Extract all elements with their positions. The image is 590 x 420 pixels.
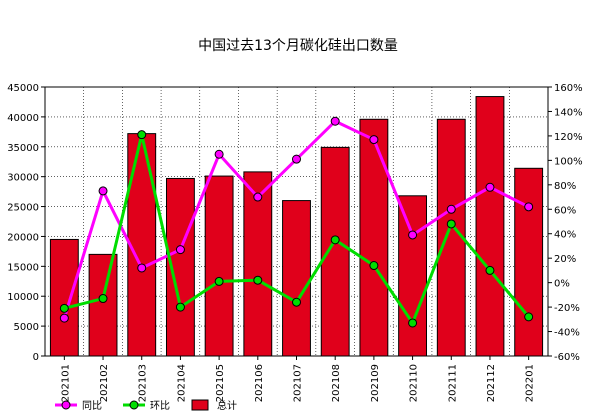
point-同比-202108 <box>330 116 340 126</box>
point-同比-202103 <box>137 263 147 273</box>
x-axis-tick-label: 202104 <box>176 364 187 402</box>
chart-title: 中国过去13个月碳化硅出口数量 <box>198 38 398 54</box>
x-axis-tick-label: 202111 <box>447 364 458 402</box>
point-同比-202109 <box>369 135 379 145</box>
point-环比-202101 <box>59 303 69 313</box>
right-axis-tick-label: 80% <box>554 181 576 192</box>
point-同比-202201 <box>524 202 534 212</box>
point-同比-202101 <box>59 313 69 323</box>
point-同比-202111 <box>446 204 456 214</box>
x-axis-tick-label: 202107 <box>293 364 304 402</box>
legend-swatch-总计 <box>191 399 209 411</box>
left-axis-tick-label: 45000 <box>7 83 39 94</box>
bar-202107 <box>282 200 311 357</box>
point-环比-202103 <box>137 130 147 140</box>
x-axis-tick-label: 202102 <box>99 364 110 402</box>
point-同比-202107 <box>292 154 301 164</box>
right-axis-tick-label: 20% <box>554 254 576 265</box>
left-axis-tick-label: 35000 <box>7 143 39 154</box>
point-环比-202109 <box>369 261 379 271</box>
bar-202201 <box>514 167 544 357</box>
left-axis-tick-label: 5000 <box>14 322 39 333</box>
left-axis-tick-label: 10000 <box>7 292 39 303</box>
right-axis: -60% -40% -20% 0% 20% 40% 60% 80% 100% 120% 140% 16… <box>548 83 583 363</box>
bar-202101 <box>49 238 79 357</box>
bar-202109 <box>359 118 389 357</box>
line-series <box>59 116 534 328</box>
x-axis: 202101 202102 202103 202104 202105 202106 2021… <box>60 356 536 402</box>
bar-202106 <box>243 171 273 357</box>
point-同比-202105 <box>214 149 224 159</box>
point-环比-202108 <box>330 235 340 245</box>
legend-label-环比: 环比 <box>150 400 170 412</box>
legend: 同比 环比 总计 <box>55 399 237 412</box>
point-环比-202112 <box>485 265 495 275</box>
point-同比-202106 <box>253 192 263 202</box>
left-axis-tick-label: 40000 <box>7 113 39 124</box>
point-环比-202104 <box>175 302 185 312</box>
legend-label-同比: 同比 <box>82 400 102 412</box>
point-环比-202201 <box>524 312 534 322</box>
x-axis-tick-label: 202112 <box>486 364 497 402</box>
bar-202105 <box>204 175 234 357</box>
point-同比-202110 <box>408 230 418 240</box>
x-axis-tick-label: 202109 <box>370 364 381 402</box>
x-axis-tick-label: 202103 <box>138 364 149 402</box>
right-axis-tick-label: 140% <box>554 107 583 118</box>
left-axis: 0 5000 10000 15000 20000 25000 30000 35000 40000… <box>7 83 45 363</box>
right-axis-tick-label: -40% <box>554 328 580 339</box>
point-同比-202102 <box>98 186 108 196</box>
bar-202108 <box>320 146 350 357</box>
x-axis-tick-label: 202105 <box>215 364 226 402</box>
x-axis-tick-label: 202108 <box>331 364 342 402</box>
left-axis-tick-label: 20000 <box>7 232 39 243</box>
left-axis-tick-label: 25000 <box>7 203 39 214</box>
bar-202102 <box>88 253 118 357</box>
x-axis-tick-label: 202101 <box>60 364 71 402</box>
right-axis-tick-label: 60% <box>554 205 576 216</box>
point-环比-202106 <box>253 275 263 285</box>
right-axis-tick-label: 160% <box>554 83 583 94</box>
left-axis-tick-label: 0 <box>33 352 39 363</box>
bar-202110 <box>398 195 428 357</box>
right-axis-tick-label: 0% <box>554 279 570 290</box>
right-axis-tick-label: 100% <box>554 156 583 167</box>
right-axis-tick-label: -60% <box>554 352 580 363</box>
bar-series-total <box>49 96 544 357</box>
point-同比-202112 <box>485 182 495 192</box>
x-axis-tick-label: 202110 <box>409 364 420 402</box>
point-同比-202104 <box>175 245 185 255</box>
point-环比-202111 <box>446 219 456 229</box>
left-axis-tick-label: 15000 <box>7 262 39 273</box>
right-axis-tick-label: 120% <box>554 132 583 143</box>
point-环比-202102 <box>98 294 108 304</box>
legend-marker-同比 <box>61 400 71 410</box>
bar-202111 <box>436 118 466 357</box>
right-axis-tick-label: 40% <box>554 230 576 241</box>
bar-202103 <box>127 133 157 357</box>
legend-marker-环比 <box>129 400 139 410</box>
x-axis-tick-label: 202106 <box>254 364 265 402</box>
right-axis-tick-label: -20% <box>554 303 580 314</box>
left-axis-tick-label: 30000 <box>7 173 39 184</box>
x-axis-tick-label: 202201 <box>525 364 536 402</box>
point-环比-202107 <box>292 297 301 307</box>
bar-202112 <box>475 96 505 357</box>
point-环比-202110 <box>408 318 418 328</box>
legend-label-总计: 总计 <box>217 399 237 412</box>
point-环比-202105 <box>214 276 224 286</box>
